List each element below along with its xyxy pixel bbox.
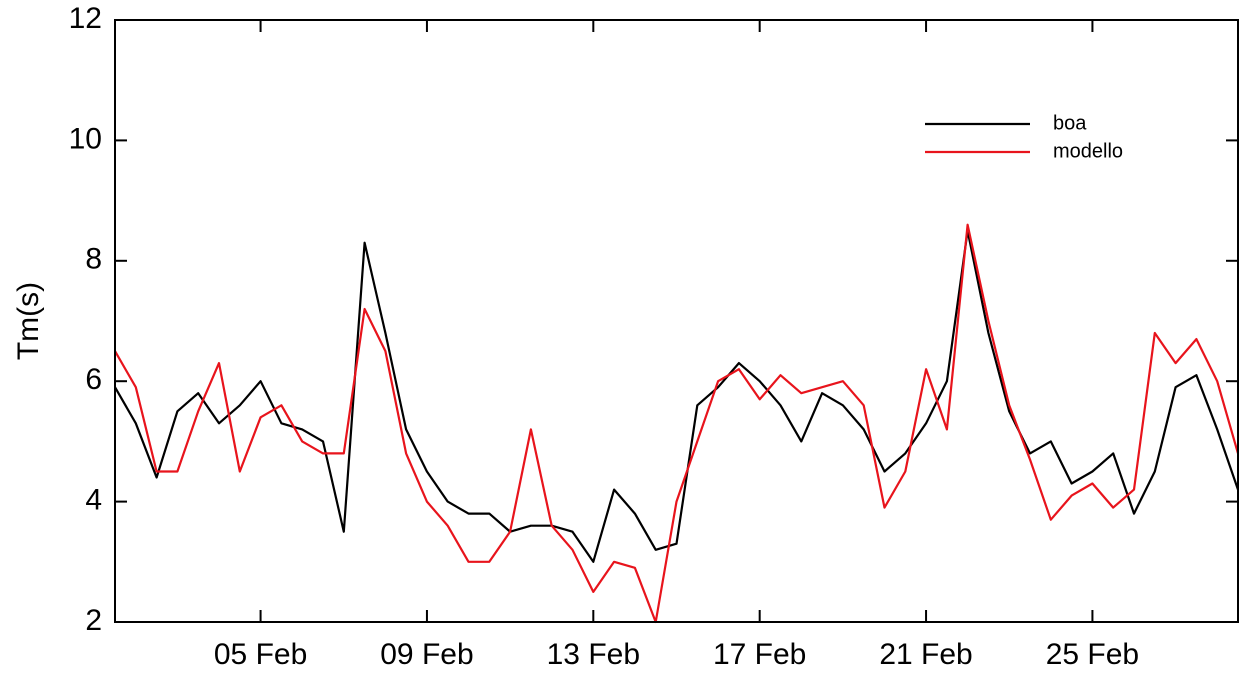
- y-tick-label: 8: [85, 243, 102, 276]
- y-tick-label: 12: [69, 2, 102, 35]
- x-tick-label: 25 Feb: [1046, 638, 1139, 671]
- y-tick-label: 6: [85, 363, 102, 396]
- x-tick-label: 05 Feb: [214, 638, 307, 671]
- plot-frame: [114, 19, 1239, 623]
- legend-label: boa: [1053, 112, 1087, 134]
- x-tick-label: 13 Feb: [547, 638, 640, 671]
- series-line: [114, 223, 1240, 624]
- x-tick-label: 21 Feb: [879, 638, 972, 671]
- legend-label: modello: [1053, 140, 1123, 162]
- x-tick-label: 17 Feb: [713, 638, 806, 671]
- y-tick-label: 4: [85, 484, 102, 517]
- y-tick-label: 2: [85, 604, 102, 637]
- y-tick-label: 10: [69, 122, 102, 155]
- series-line: [114, 229, 1240, 563]
- y-axis-label: Tm(s): [12, 282, 45, 360]
- x-tick-label: 09 Feb: [380, 638, 473, 671]
